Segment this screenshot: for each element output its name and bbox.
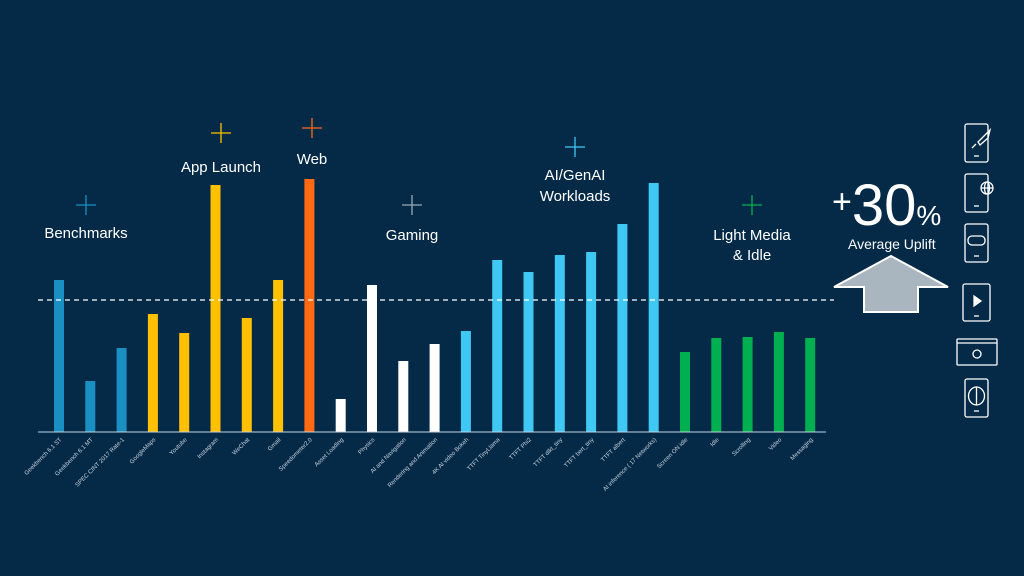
plus-marker-icon [302, 118, 322, 138]
phone-brain-icon [964, 378, 989, 418]
x-tick-label: Asset Loading [314, 437, 345, 468]
group-label: App Launch [181, 159, 261, 176]
bar [805, 338, 816, 432]
bar [273, 280, 284, 432]
x-tick-label: Instagram [197, 437, 220, 460]
bar [85, 381, 96, 432]
bar [54, 280, 64, 432]
bar [554, 255, 565, 432]
x-tick-label: WeChat [232, 437, 252, 457]
bar [523, 272, 534, 432]
plus-marker-icon [742, 195, 762, 215]
phone-gamepad-icon [964, 223, 989, 263]
x-tick-label: Scrolling [731, 437, 752, 458]
bar [429, 344, 440, 432]
bar [460, 331, 471, 432]
phone-rocket-icon [964, 123, 992, 163]
bar [179, 333, 190, 432]
x-tick-label: TTFT TinyLlama [467, 437, 503, 473]
group-label-line: Light Media [713, 227, 791, 244]
uplift-value: +30% [832, 172, 941, 246]
bar [398, 361, 409, 432]
x-tick-label: Youtube [169, 437, 189, 457]
phone-globe-icon [964, 173, 994, 213]
x-tick-label: AI inference ( 17 Networks) [602, 437, 658, 493]
plus-marker-icon [76, 195, 96, 215]
x-tick-label: Physics [358, 437, 377, 456]
percent-sign: % [916, 200, 942, 231]
bar [742, 337, 753, 432]
group-label: Web [297, 151, 328, 168]
x-tick-label: Video [768, 437, 783, 452]
tablet-play-icon [962, 283, 991, 322]
bar [304, 179, 315, 432]
plus-sign: + [832, 183, 852, 221]
bar [367, 285, 377, 432]
bar [147, 314, 158, 432]
x-tick-label: Messaging [790, 437, 815, 462]
average-uplift-label: Average Uplift [848, 236, 936, 252]
group-label-line: Workloads [540, 188, 611, 205]
workload-icons [956, 123, 998, 418]
group-label-line: AI/GenAI [545, 167, 606, 184]
x-tick-label: TTFT albert [600, 437, 627, 464]
browser-gear-icon [956, 338, 998, 366]
x-tick-label: Idle [710, 437, 722, 449]
group-label: Gaming [386, 227, 439, 244]
bar [648, 183, 659, 432]
bar [617, 224, 628, 432]
plus-marker-icon [211, 123, 231, 143]
bar [241, 318, 252, 432]
group-label: AI/GenAI Workloads [540, 167, 611, 205]
uplift-number: 30 [851, 173, 917, 238]
plus-marker-icon [402, 195, 422, 215]
x-tick-label: Speedometer2.0 [278, 437, 314, 473]
bar [711, 338, 722, 432]
bar [335, 399, 346, 432]
bar [680, 352, 690, 432]
bar [210, 185, 221, 432]
bar [773, 332, 784, 432]
x-tick-label: Screen ON idle [656, 437, 689, 470]
uplift-arrow-icon [833, 254, 949, 313]
x-tick-label: TTFT bert_tiny [564, 437, 596, 469]
plus-marker-icon [565, 137, 585, 157]
bar [586, 252, 597, 432]
bar [116, 348, 127, 432]
group-label-line: & Idle [733, 247, 771, 264]
bar [492, 260, 503, 432]
x-tick-label: GoogleMaps [129, 437, 157, 465]
x-tick-label: TTFT Phi2 [509, 437, 534, 462]
x-tick-label: TTFT dlkt_tiny [533, 437, 564, 468]
x-tick-label: Gmail [267, 437, 282, 452]
group-label: Light Media & Idle [713, 227, 791, 264]
group-label: Benchmarks [44, 225, 127, 242]
